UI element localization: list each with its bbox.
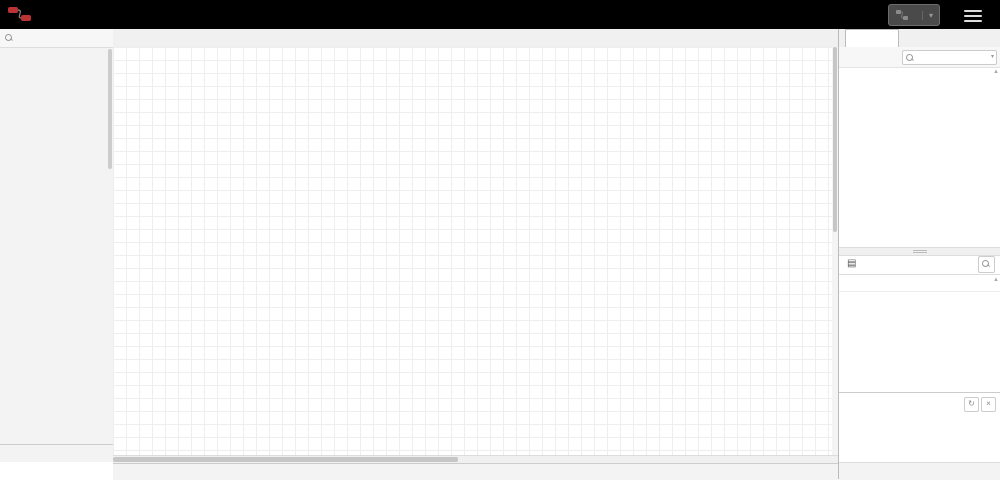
app-header: ▾	[0, 0, 1000, 29]
canvas-horizontal-scrollbar[interactable]	[113, 455, 838, 464]
info-panel-header: ▤	[839, 254, 1000, 275]
search-flows-input[interactable]	[914, 52, 986, 64]
wires-layer	[113, 47, 838, 455]
search-filter-caret[interactable]: ▾	[990, 54, 994, 60]
main-menu-button[interactable]	[964, 7, 982, 22]
deploy-options-caret[interactable]: ▾	[921, 10, 939, 20]
palette	[0, 29, 114, 462]
sidebar-search: ▾	[839, 47, 1000, 68]
tips-panel: ↻ ×	[839, 392, 1000, 463]
palette-search-input[interactable]	[16, 31, 113, 45]
info-search-button[interactable]	[978, 256, 995, 273]
search-icon	[906, 54, 914, 61]
node-red-logo-icon	[8, 7, 31, 21]
palette-search	[0, 29, 113, 48]
palette-footer	[0, 444, 113, 462]
canvas-footer	[113, 463, 838, 480]
sidebar-splitter[interactable]	[839, 247, 1000, 256]
deploy-button[interactable]: ▾	[887, 4, 940, 26]
flow-canvas[interactable]	[113, 47, 838, 455]
sidebar: ▾ ▲ ▤ ▲ ↻ ×	[838, 29, 1000, 480]
prop-scroll-up[interactable]: ▲	[993, 277, 999, 283]
deploy-icon	[895, 10, 908, 20]
tip-close-icon[interactable]: ×	[981, 397, 996, 412]
search-flows-box[interactable]: ▾	[902, 50, 997, 65]
tab-info[interactable]	[845, 29, 899, 48]
sidebar-tabbar	[839, 29, 1000, 48]
flow-tabbar	[113, 29, 838, 48]
tip-refresh-icon[interactable]: ↻	[964, 397, 979, 412]
tree-scroll-up[interactable]: ▲	[993, 69, 999, 75]
palette-scrollbar[interactable]	[108, 49, 112, 169]
flows-tree	[839, 67, 1000, 227]
flow-property-row: ▲	[839, 274, 1000, 292]
palette-body	[0, 47, 113, 445]
canvas-vertical-scrollbar[interactable]	[832, 47, 838, 455]
search-icon	[5, 34, 13, 41]
sidebar-bottom-strip	[839, 462, 1000, 480]
flow-icon: ▤	[847, 258, 857, 269]
